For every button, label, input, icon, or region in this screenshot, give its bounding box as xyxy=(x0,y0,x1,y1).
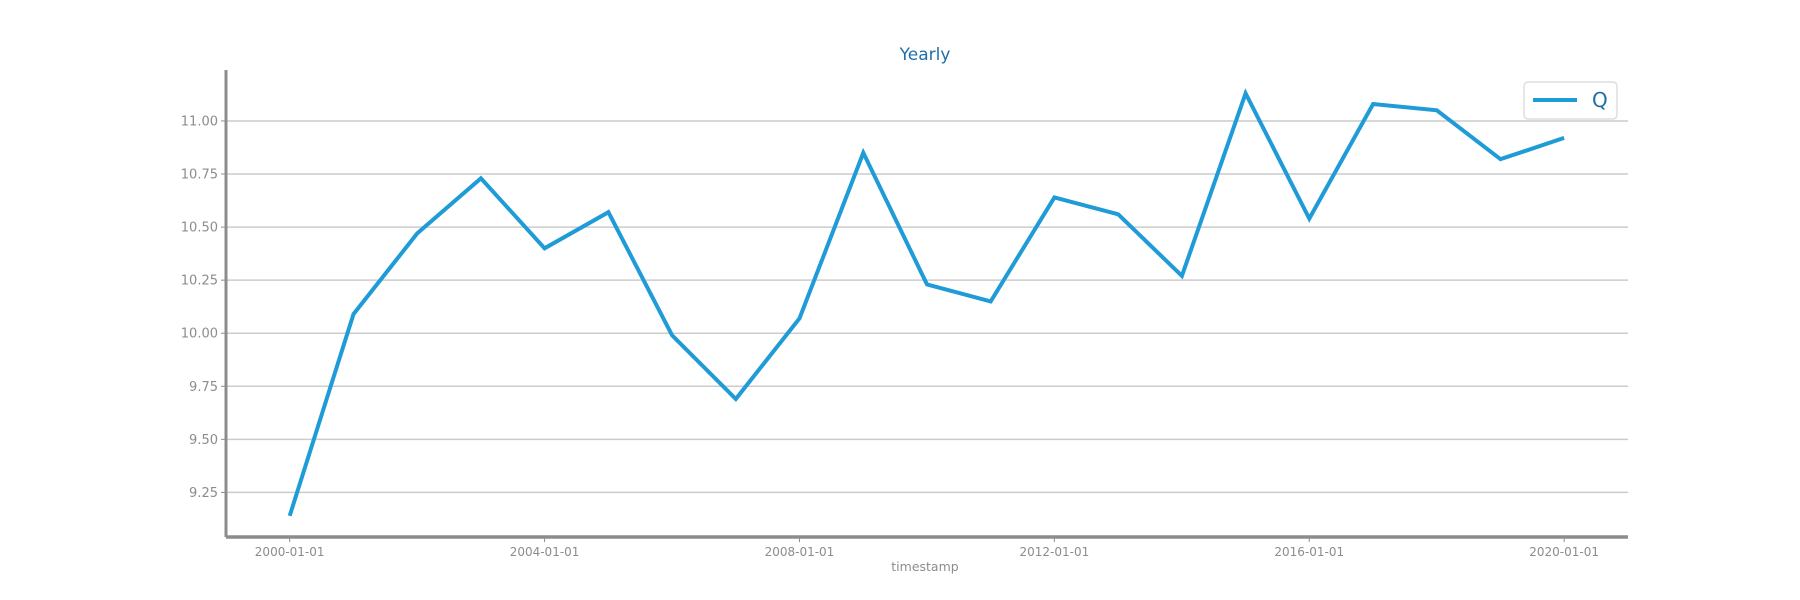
data-point xyxy=(927,284,928,285)
data-point xyxy=(1564,137,1565,138)
y-tick-label: 9.50 xyxy=(189,433,218,448)
legend[interactable]: Q xyxy=(1523,81,1618,120)
y-tick-label: 10.50 xyxy=(181,221,218,236)
data-point xyxy=(1500,159,1501,160)
data-point xyxy=(353,314,354,315)
data-point xyxy=(799,318,800,319)
y-tick-label: 10.25 xyxy=(181,274,218,289)
y-tick-label: 10.00 xyxy=(181,327,218,342)
y-tick-label: 11.00 xyxy=(181,114,218,129)
x-axis-title: timestamp xyxy=(891,559,958,574)
y-axis-ticks: 9.25 9.50 9.75 10.00 10.25 10.50 10.75 11.00 xyxy=(181,114,226,501)
data-point xyxy=(863,152,864,153)
data-point xyxy=(608,212,609,213)
data-point xyxy=(480,178,481,179)
axes xyxy=(224,70,1628,539)
data-point xyxy=(544,248,545,249)
x-tick-label: 2016-01-01 xyxy=(1274,545,1344,559)
data-point xyxy=(1118,214,1119,215)
y-tick-label: 10.75 xyxy=(181,168,218,183)
data-point xyxy=(990,301,991,302)
data-point xyxy=(1309,218,1310,219)
chart-title: Yearly xyxy=(899,45,951,65)
data-point xyxy=(289,515,290,516)
y-tick-label: 9.75 xyxy=(189,380,218,395)
x-tick-label: 2004-01-01 xyxy=(510,545,580,559)
data-point xyxy=(1054,197,1055,198)
grid-lines xyxy=(226,120,1628,494)
data-point xyxy=(735,399,736,400)
x-tick-label: 2000-01-01 xyxy=(255,545,325,559)
series-layer xyxy=(287,88,1565,517)
x-axis-ticks: 2000-01-01 2004-01-01 2008-01-01 2012-01-01… xyxy=(255,537,1599,559)
data-point xyxy=(1373,103,1374,104)
x-tick-label: 2020-01-01 xyxy=(1529,545,1599,559)
data-point xyxy=(672,335,673,336)
x-tick-label: 2008-01-01 xyxy=(765,545,835,559)
series-line-q xyxy=(287,88,1565,517)
data-point xyxy=(417,233,418,234)
data-point xyxy=(1181,275,1182,276)
data-point xyxy=(1245,93,1246,94)
y-tick-label: 9.25 xyxy=(189,486,218,501)
legend-label-q: Q xyxy=(1592,88,1608,112)
data-point xyxy=(1436,110,1437,111)
x-tick-label: 2012-01-01 xyxy=(1019,545,1089,559)
